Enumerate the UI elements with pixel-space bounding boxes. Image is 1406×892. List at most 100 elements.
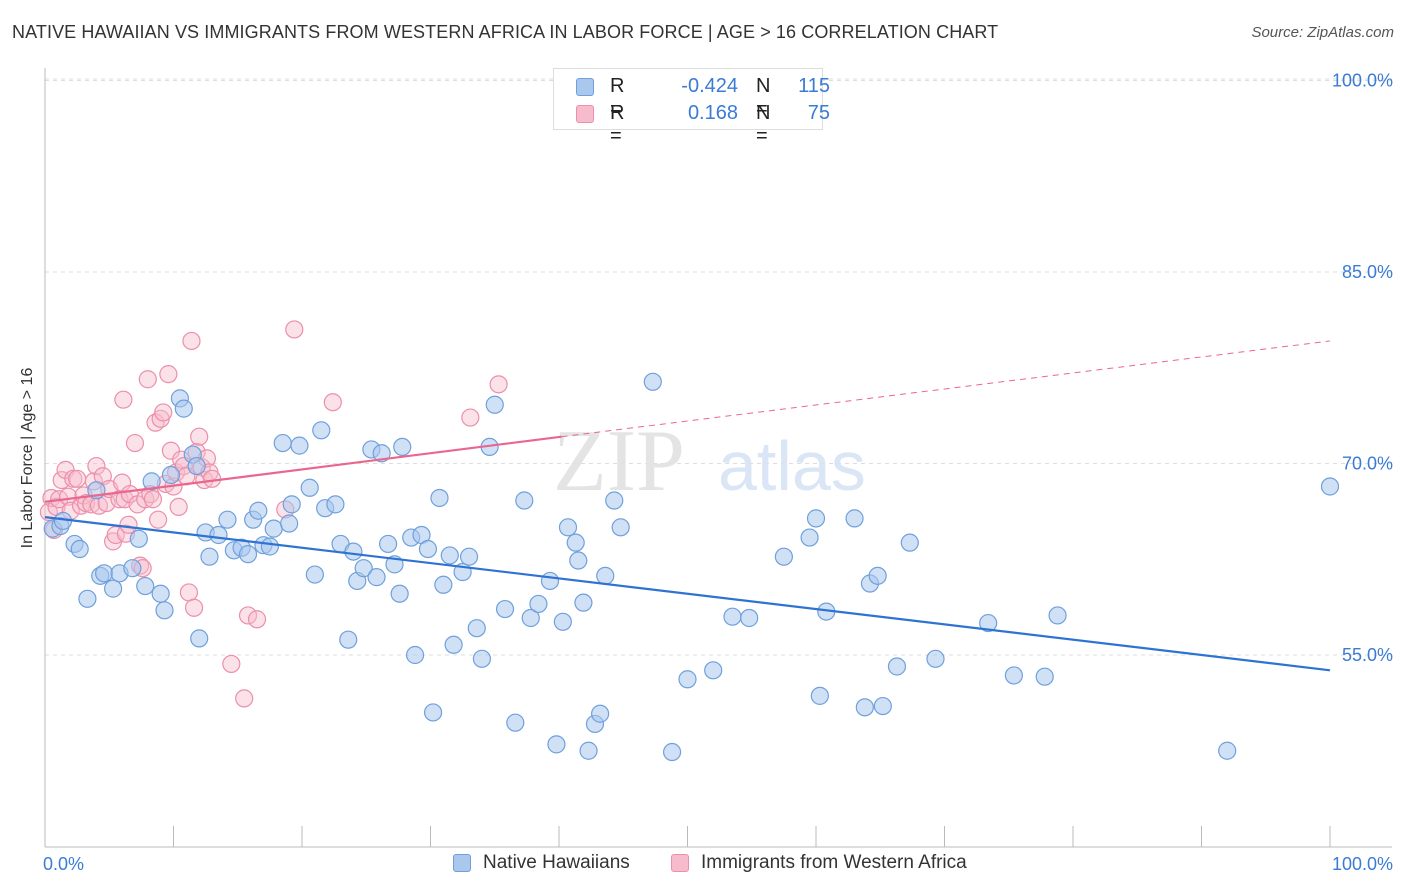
- legend-label-western-africa: Immigrants from Western Africa: [701, 852, 967, 873]
- legend-swatch-blue: [453, 854, 471, 872]
- data-point-native-hawaiians: [704, 661, 723, 680]
- chart-title: NATIVE HAWAIIAN VS IMMIGRANTS FROM WESTE…: [12, 22, 999, 42]
- data-point-native-hawaiians: [1048, 606, 1067, 625]
- data-point-native-hawaiians: [151, 584, 170, 603]
- data-point-native-hawaiians: [354, 559, 373, 578]
- data-point-western-africa: [87, 456, 106, 476]
- data-point-native-hawaiians: [806, 509, 826, 528]
- legend-n-value: 115: [798, 75, 830, 97]
- legend-swatch-blue: [576, 78, 594, 96]
- data-point-native-hawaiians: [326, 495, 345, 514]
- data-point-native-hawaiians: [378, 534, 398, 554]
- data-point-native-hawaiians: [540, 571, 560, 591]
- data-point-native-hawaiians: [444, 635, 463, 654]
- data-point-native-hawaiians: [553, 612, 572, 631]
- data-point-native-hawaiians: [529, 594, 548, 614]
- trend-lines: [44, 340, 1331, 672]
- series-native-hawaiians-points: [43, 372, 1340, 762]
- data-point-native-hawaiians: [515, 491, 534, 510]
- data-point-native-hawaiians: [339, 630, 358, 649]
- data-point-native-hawaiians: [662, 742, 682, 762]
- data-point-western-africa: [184, 598, 204, 617]
- data-point-native-hawaiians: [521, 608, 540, 628]
- data-point-native-hawaiians: [200, 547, 219, 566]
- data-point-native-hawaiians: [472, 649, 491, 668]
- data-point-native-hawaiians: [643, 372, 662, 391]
- data-point-western-africa: [169, 497, 188, 517]
- data-point-native-hawaiians: [1320, 477, 1340, 496]
- data-point-western-africa: [119, 515, 138, 534]
- legend-r-label: R =: [610, 75, 625, 120]
- x-tick-label-end: 100.0%: [1332, 854, 1393, 874]
- data-point-native-hawaiians: [723, 607, 742, 626]
- data-point-native-hawaiians: [430, 488, 449, 508]
- y-tick-label: 55.0%: [1342, 645, 1393, 665]
- data-point-western-africa: [247, 610, 267, 629]
- data-point-native-hawaiians: [95, 564, 114, 583]
- data-point-western-africa: [154, 403, 173, 422]
- data-point-native-hawaiians: [367, 568, 386, 587]
- data-point-native-hawaiians: [605, 491, 624, 510]
- data-point-native-hawaiians: [123, 559, 142, 578]
- data-point-western-africa: [159, 365, 178, 384]
- data-point-native-hawaiians: [566, 533, 585, 552]
- data-point-native-hawaiians: [506, 713, 525, 732]
- legend-swatch-pink: [671, 854, 689, 872]
- data-point-native-hawaiians: [887, 657, 907, 676]
- data-point-native-hawaiians: [190, 629, 209, 648]
- data-point-native-hawaiians: [280, 514, 299, 533]
- data-point-native-hawaiians: [161, 465, 181, 485]
- data-point-western-africa: [190, 427, 209, 446]
- data-point-western-africa: [143, 490, 163, 509]
- data-point-native-hawaiians: [800, 528, 819, 547]
- data-point-western-africa: [59, 487, 78, 506]
- data-point-native-hawaiians: [78, 589, 97, 608]
- data-point-native-hawaiians: [129, 529, 148, 548]
- data-point-native-hawaiians: [495, 599, 515, 619]
- legend-r-label: R =: [610, 102, 625, 147]
- data-point-native-hawaiians: [155, 601, 174, 620]
- data-point-native-hawaiians: [218, 510, 237, 529]
- data-point-native-hawaiians: [312, 421, 331, 440]
- data-point-native-hawaiians: [344, 542, 363, 561]
- data-point-western-africa: [161, 441, 181, 460]
- correlation-legend: R = -0.424 N = 115 R = 0.168 N = 75: [553, 68, 830, 147]
- data-point-native-hawaiians: [390, 584, 409, 603]
- data-point-western-africa: [136, 490, 155, 509]
- trend-line-native-hawaiians: [44, 516, 1331, 672]
- data-point-native-hawaiians: [611, 518, 630, 537]
- data-point-native-hawaiians: [485, 395, 504, 414]
- data-point-native-hawaiians: [926, 649, 945, 668]
- data-point-western-africa: [461, 408, 480, 427]
- data-point-native-hawaiians: [372, 444, 391, 463]
- tick-labels: 55.0% 70.0% 85.0% 100.0% 0.0% 100.0%: [43, 71, 1393, 875]
- data-point-western-africa: [235, 689, 254, 708]
- data-point-western-africa: [148, 510, 168, 529]
- data-point-western-africa: [125, 433, 145, 453]
- data-point-native-hawaiians: [678, 670, 697, 689]
- data-point-native-hawaiians: [440, 546, 459, 565]
- y-tick-label: 70.0%: [1342, 454, 1393, 474]
- data-point-native-hawaiians: [238, 545, 258, 564]
- y-tick-label: 85.0%: [1342, 262, 1393, 282]
- data-point-western-africa: [182, 331, 201, 351]
- data-point-native-hawaiians: [810, 686, 829, 705]
- series-western-africa-points: [39, 320, 508, 708]
- data-point-western-africa: [52, 470, 71, 490]
- gridlines: [45, 78, 1392, 656]
- data-point-native-hawaiians: [579, 741, 598, 760]
- data-point-native-hawaiians: [1035, 667, 1054, 686]
- data-point-native-hawaiians: [558, 518, 578, 537]
- data-point-native-hawaiians: [979, 613, 998, 633]
- x-tick-label-start: 0.0%: [43, 854, 84, 874]
- data-point-western-africa: [323, 393, 342, 412]
- data-point-native-hawaiians: [467, 619, 486, 638]
- data-point-western-africa: [179, 583, 199, 602]
- data-point-native-hawaiians: [845, 509, 864, 528]
- data-point-native-hawaiians: [187, 456, 206, 476]
- data-point-native-hawaiians: [70, 539, 89, 559]
- watermark: ZIP atlas: [553, 413, 866, 510]
- data-point-native-hawaiians: [547, 735, 566, 754]
- data-point-native-hawaiians: [900, 533, 919, 552]
- y-tick-label: 100.0%: [1332, 71, 1393, 91]
